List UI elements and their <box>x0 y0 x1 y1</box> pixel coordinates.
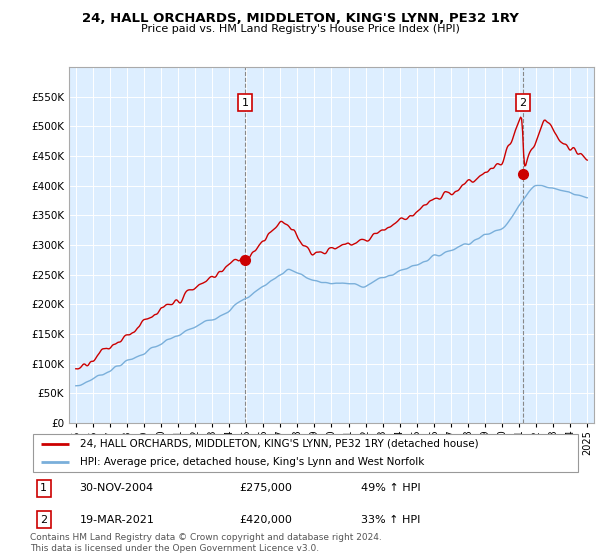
Text: 49% ↑ HPI: 49% ↑ HPI <box>361 483 421 493</box>
Text: £420,000: £420,000 <box>240 515 293 525</box>
Text: 33% ↑ HPI: 33% ↑ HPI <box>361 515 421 525</box>
Text: £275,000: £275,000 <box>240 483 293 493</box>
Text: 24, HALL ORCHARDS, MIDDLETON, KING'S LYNN, PE32 1RY (detached house): 24, HALL ORCHARDS, MIDDLETON, KING'S LYN… <box>80 439 478 449</box>
Text: 30-NOV-2004: 30-NOV-2004 <box>80 483 154 493</box>
Text: 24, HALL ORCHARDS, MIDDLETON, KING'S LYNN, PE32 1RY: 24, HALL ORCHARDS, MIDDLETON, KING'S LYN… <box>82 12 518 25</box>
Text: HPI: Average price, detached house, King's Lynn and West Norfolk: HPI: Average price, detached house, King… <box>80 458 424 467</box>
Text: 19-MAR-2021: 19-MAR-2021 <box>80 515 155 525</box>
Text: 2: 2 <box>40 515 47 525</box>
Text: 1: 1 <box>40 483 47 493</box>
Text: Price paid vs. HM Land Registry's House Price Index (HPI): Price paid vs. HM Land Registry's House … <box>140 24 460 34</box>
Text: 2: 2 <box>519 98 526 108</box>
Text: 1: 1 <box>241 98 248 108</box>
Text: Contains HM Land Registry data © Crown copyright and database right 2024.
This d: Contains HM Land Registry data © Crown c… <box>30 533 382 553</box>
FancyBboxPatch shape <box>33 433 578 473</box>
